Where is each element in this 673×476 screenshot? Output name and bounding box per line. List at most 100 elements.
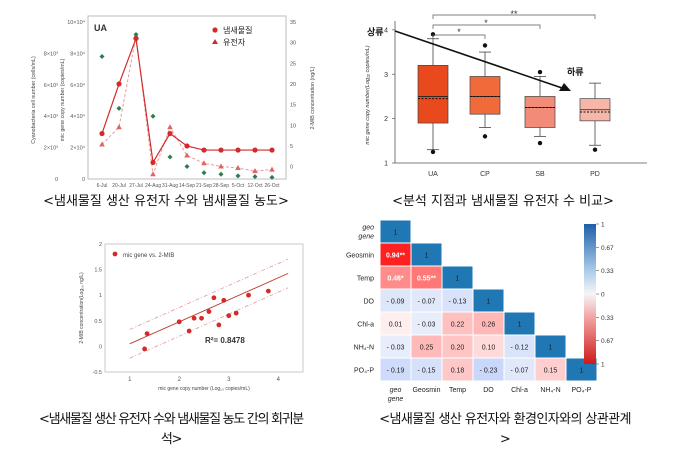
data-point-odor	[150, 159, 156, 166]
correlation-heatmap: geo gene Geosmin Temp DO Chl-a NH₄-N PO₄-P 1 0.94…	[346, 220, 614, 403]
cell-value: - 0.07	[511, 368, 529, 375]
colorbar-tick-label: 0.67	[601, 338, 614, 345]
data-point-odor	[116, 81, 122, 87]
annotation-upstream: 상류	[367, 26, 384, 37]
y2-tick-label: 15	[290, 103, 296, 109]
data-point	[233, 310, 239, 316]
sig-bracket-1	[432, 34, 486, 39]
col-label: Temp	[449, 387, 466, 394]
row-label: DO	[364, 299, 375, 306]
colorbar-tick-label: 1	[601, 362, 605, 369]
series-line-gene	[101, 36, 273, 175]
data-point-gene	[269, 166, 275, 172]
x-tick-label: 27-Jul	[129, 183, 143, 189]
caption-heatmap-line2: >	[499, 432, 511, 447]
heatmap-cell	[442, 358, 473, 381]
plot-area	[104, 243, 304, 373]
colorbar-tick-label: 0.33	[601, 315, 614, 322]
x-tick-label: CP	[480, 171, 490, 178]
y-tick-label: 10×10⁴	[67, 19, 85, 26]
cell-value: 0.10	[482, 345, 496, 352]
legend-marker-gene	[212, 39, 218, 44]
legend-label-gene: 유전자	[223, 37, 246, 47]
x-tick-label: 24-Aug	[145, 183, 161, 189]
legend: 냄새물질 유전자	[212, 25, 252, 47]
row-label: Temp	[357, 276, 374, 283]
heatmap-cell	[473, 358, 504, 381]
data-point-cell	[150, 113, 156, 119]
data-point-odor	[218, 147, 224, 153]
box-sb	[524, 96, 556, 128]
cell-value: 0.15	[544, 368, 558, 375]
data-point	[246, 292, 251, 298]
y2-tick-label: 10	[290, 123, 296, 129]
x-tick-label: 26-Oct	[264, 183, 280, 189]
row-label: gene	[358, 234, 374, 241]
y2-tick-label: 30	[290, 41, 296, 47]
caption-timeseries: <냄새물질 생산 유전자 수와 냄새물질 농도>	[43, 194, 289, 209]
heatmap-cell	[473, 289, 504, 312]
x-tick-label: SB	[535, 171, 545, 178]
heatmap-cell	[411, 289, 442, 312]
regression-chart: mic gene vs. 2-MIB 2-MIB concentration(L…	[79, 242, 304, 392]
cell-value: 0.18	[451, 368, 465, 375]
y-axis-label: 2-MIB concentration(Log₁₀ ng/L)	[79, 272, 85, 344]
data-point-odor	[167, 130, 173, 137]
cell-value: - 0.03	[418, 322, 436, 329]
data-point	[265, 288, 271, 294]
heatmap-cell	[411, 243, 442, 266]
cell-value: 0.26	[482, 322, 496, 329]
data-point	[211, 295, 217, 301]
colorbar-tick-label: 0	[601, 292, 605, 299]
legend-label: mic gene vs. 2-MIB	[123, 253, 174, 259]
x-tick-label: 3	[227, 377, 231, 383]
y-tick-label: 0	[82, 177, 85, 183]
sig-bracket-3	[432, 14, 596, 19]
cell-value: 0.46*	[387, 276, 404, 283]
box-ua	[417, 65, 449, 124]
cell-value: - 0.15	[418, 368, 436, 375]
heatmap-cell	[473, 335, 504, 358]
row-label: geo	[362, 225, 374, 232]
cell-value: 0.20	[451, 345, 465, 352]
x-tick-label: 20-Jul	[112, 183, 126, 189]
x-axis-label: mic gene copy number (Log₁₀ copies/mL)	[158, 386, 250, 392]
x-tick-label: 1	[128, 377, 132, 383]
y2-tick-label: 35	[290, 20, 296, 26]
data-point	[144, 331, 150, 336]
cell-value: 1	[518, 322, 522, 329]
heatmap-cell	[535, 358, 566, 381]
data-point-cell	[167, 154, 173, 160]
data-point-cell	[201, 170, 207, 176]
cell-value: - 0.13	[449, 299, 467, 306]
cell-value: 1	[425, 253, 429, 260]
legend-label-odor: 냄새물질	[223, 25, 252, 35]
heatmap-cell	[380, 289, 411, 312]
y-outer-axis-label: Cyanobacteria cell number (cells/mL)	[31, 56, 37, 144]
cell-value: - 0.03	[387, 345, 405, 352]
cell-value: 0.55**	[417, 276, 436, 283]
data-point-cell	[99, 54, 105, 60]
trend-arrow	[394, 30, 566, 90]
sig-label-2: *	[484, 18, 488, 28]
heatmap-cell	[380, 220, 411, 243]
data-point	[226, 313, 232, 319]
cell-value: 0.22	[451, 322, 465, 329]
col-label: gene	[388, 396, 404, 403]
r-squared-label: R²= 0.8478	[205, 336, 245, 345]
y-tick-label: 8×10⁴	[70, 50, 85, 57]
row-label: Geosmin	[346, 253, 374, 260]
heatmap-cell	[504, 312, 535, 335]
caption-regression-line2: 석>	[160, 432, 183, 447]
cell-value: - 0.23	[480, 368, 498, 375]
x-tick-label: PD	[590, 171, 600, 178]
data-point-gene	[235, 165, 241, 171]
data-point-odor	[133, 35, 139, 42]
x-tick-label: 4	[277, 377, 281, 383]
cell-value: - 0.12	[511, 345, 529, 352]
data-point-cell	[235, 173, 241, 179]
x-tick-label: 31-Aug	[162, 183, 178, 189]
y-tick-label: 4×10⁴	[70, 113, 85, 120]
heatmap-cell	[442, 335, 473, 358]
plot-area	[87, 15, 287, 180]
